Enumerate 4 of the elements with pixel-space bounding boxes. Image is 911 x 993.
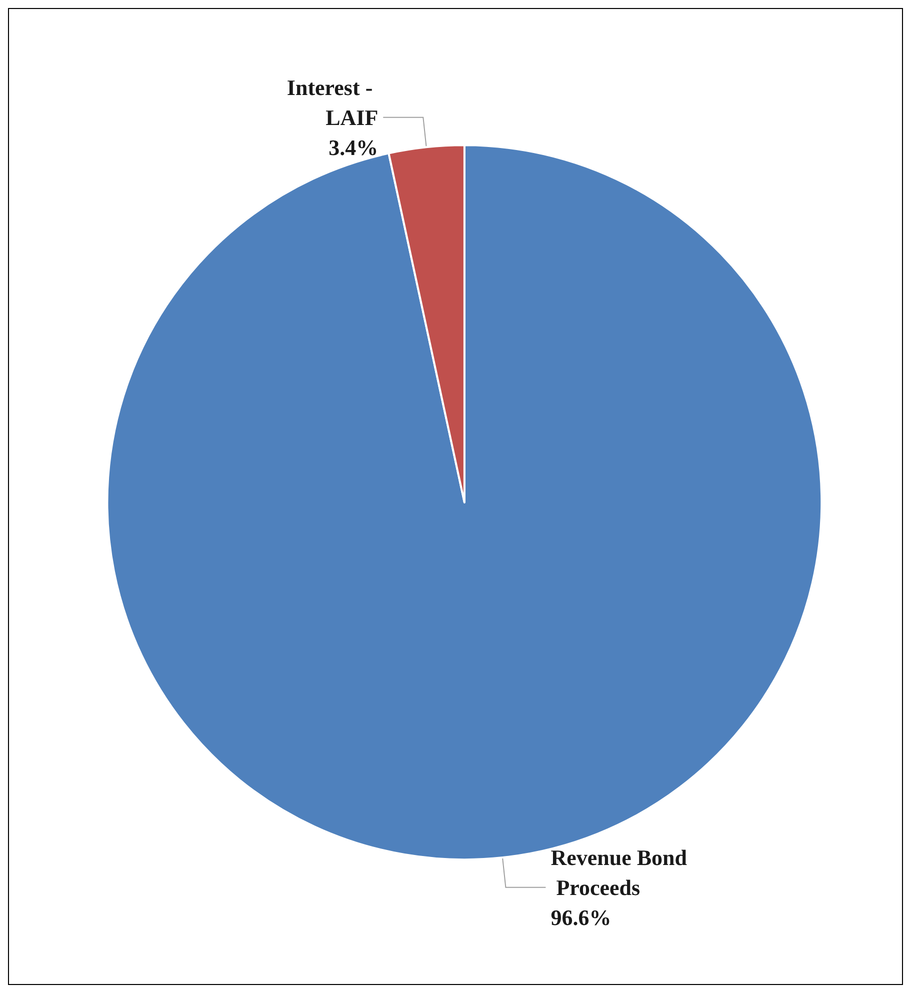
data-label: 3.4%	[328, 134, 378, 160]
slice-label: Revenue Bond Proceeds	[550, 844, 688, 900]
data-label: 96.6%	[550, 904, 612, 930]
slice-label: Interest - LAIF	[286, 74, 378, 130]
